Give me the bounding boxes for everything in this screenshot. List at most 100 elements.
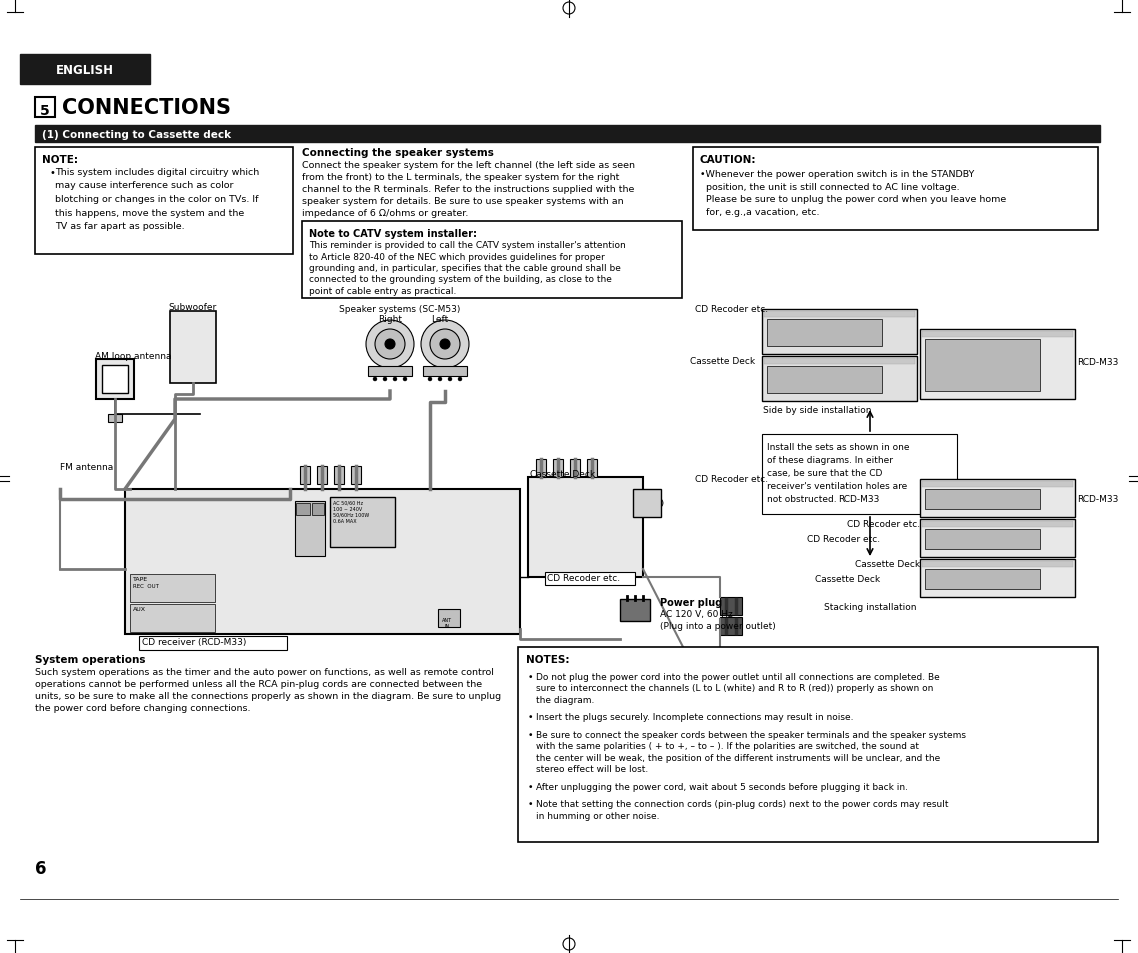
Circle shape	[402, 518, 414, 531]
Text: (Plug into a power outlet): (Plug into a power outlet)	[660, 621, 776, 630]
Circle shape	[1047, 492, 1067, 512]
Text: speaker system for details. Be sure to use speaker systems with an: speaker system for details. Be sure to u…	[302, 196, 624, 206]
Circle shape	[419, 500, 431, 513]
Bar	[300, 467, 310, 484]
Bar	[764, 312, 915, 317]
Circle shape	[535, 489, 547, 500]
Circle shape	[889, 372, 909, 392]
Circle shape	[880, 313, 884, 316]
Bar	[922, 481, 1073, 488]
Circle shape	[421, 320, 469, 369]
Text: the center will be weak, the position of the different instruments will be uncle: the center will be weak, the position of…	[536, 753, 940, 762]
Bar	[130, 604, 215, 633]
Text: (1) Connecting to Cassette deck: (1) Connecting to Cassette deck	[42, 130, 231, 140]
Text: NOTES:: NOTES:	[526, 655, 569, 664]
Text: CD Recoder etc.: CD Recoder etc.	[695, 475, 768, 483]
Text: blotching or changes in the color on TVs. If: blotching or changes in the color on TVs…	[55, 194, 258, 204]
Circle shape	[1054, 562, 1058, 566]
Text: Note that setting the connection cords (pin-plug cords) next to the power cords : Note that setting the connection cords (…	[536, 800, 948, 809]
Bar	[295, 501, 325, 557]
Circle shape	[253, 518, 265, 531]
Bar	[922, 561, 1073, 567]
Text: units, so be sure to make all the connections properly as shown in the diagram. : units, so be sure to make all the connec…	[35, 691, 501, 700]
Circle shape	[603, 542, 615, 555]
Circle shape	[419, 536, 431, 549]
Circle shape	[384, 377, 387, 381]
Circle shape	[402, 536, 414, 549]
Circle shape	[148, 536, 162, 549]
Circle shape	[182, 554, 196, 567]
Circle shape	[888, 359, 892, 364]
Text: Such system operations as the timer and the auto power on functions, as well as : Such system operations as the timer and …	[35, 667, 494, 677]
Circle shape	[436, 500, 448, 513]
Text: in humming or other noise.: in humming or other noise.	[536, 811, 660, 821]
Circle shape	[453, 536, 465, 549]
Circle shape	[569, 489, 582, 500]
Text: RCD-M33: RCD-M33	[839, 495, 880, 503]
Bar	[587, 459, 597, 477]
Bar	[620, 599, 650, 621]
Text: CD Recoder etc.: CD Recoder etc.	[695, 305, 768, 314]
Bar	[767, 319, 882, 347]
Circle shape	[1054, 482, 1058, 486]
Text: the power cord before changing connections.: the power cord before changing connectio…	[35, 703, 250, 712]
Text: the diagram.: the diagram.	[536, 696, 594, 704]
Bar	[170, 312, 216, 384]
Bar	[536, 459, 546, 477]
Bar	[102, 366, 127, 394]
Bar	[922, 332, 1073, 337]
Text: Note to CATV system installer:: Note to CATV system installer:	[310, 229, 477, 239]
Circle shape	[603, 506, 615, 518]
Circle shape	[218, 518, 231, 531]
Circle shape	[218, 500, 231, 513]
Text: not obstructed.: not obstructed.	[767, 495, 836, 503]
Circle shape	[132, 518, 145, 531]
Text: ENGLISH: ENGLISH	[56, 64, 114, 76]
Circle shape	[236, 500, 248, 513]
Text: for, e.g.,a vacation, etc.: for, e.g.,a vacation, etc.	[706, 208, 819, 216]
Circle shape	[1047, 572, 1067, 592]
Text: Subwoofer: Subwoofer	[168, 303, 217, 312]
Circle shape	[880, 359, 884, 364]
Bar	[333, 467, 344, 484]
Bar	[693, 148, 1098, 231]
Bar	[130, 575, 215, 602]
Bar	[312, 503, 324, 516]
Circle shape	[889, 325, 909, 345]
Circle shape	[888, 313, 892, 316]
Text: •Whenever the power operation switch is in the STANDBY: •Whenever the power operation switch is …	[700, 170, 974, 179]
Text: to Article 820-40 of the NEC which provides guidelines for proper: to Article 820-40 of the NEC which provi…	[310, 253, 604, 261]
Circle shape	[896, 359, 900, 364]
Text: channel to the R terminals. Refer to the instructions supplied with the: channel to the R terminals. Refer to the…	[302, 185, 634, 193]
Circle shape	[603, 489, 615, 500]
Circle shape	[586, 489, 597, 500]
Text: CD receiver (RCD-M33): CD receiver (RCD-M33)	[142, 638, 246, 646]
Circle shape	[535, 524, 547, 537]
Circle shape	[184, 367, 190, 372]
Bar	[139, 637, 287, 650]
Bar	[438, 609, 460, 627]
Bar	[553, 459, 563, 477]
Circle shape	[603, 524, 615, 537]
Text: •: •	[528, 672, 534, 681]
Text: from the front) to the L terminals, the speaker system for the right: from the front) to the L terminals, the …	[302, 172, 619, 182]
Text: Do not plug the power cord into the power outlet until all connections are compl: Do not plug the power cord into the powe…	[536, 672, 940, 681]
Text: •: •	[528, 713, 534, 721]
Circle shape	[1046, 333, 1050, 336]
Text: stereo effect will be lost.: stereo effect will be lost.	[536, 764, 649, 774]
Text: Insert the plugs securely. Incomplete connections may result in noise.: Insert the plugs securely. Incomplete co…	[536, 713, 854, 721]
Circle shape	[428, 377, 432, 381]
Text: Please be sure to unplug the power cord when you leave home: Please be sure to unplug the power cord …	[706, 194, 1006, 204]
Circle shape	[182, 500, 196, 513]
Circle shape	[189, 334, 197, 341]
Circle shape	[1038, 333, 1042, 336]
Circle shape	[176, 320, 211, 355]
Text: System operations: System operations	[35, 655, 146, 664]
Circle shape	[619, 542, 630, 555]
Circle shape	[453, 500, 465, 513]
Bar	[368, 367, 412, 376]
Circle shape	[1054, 333, 1058, 336]
Circle shape	[569, 506, 582, 518]
Text: Power plug: Power plug	[660, 598, 723, 607]
Circle shape	[653, 498, 663, 509]
